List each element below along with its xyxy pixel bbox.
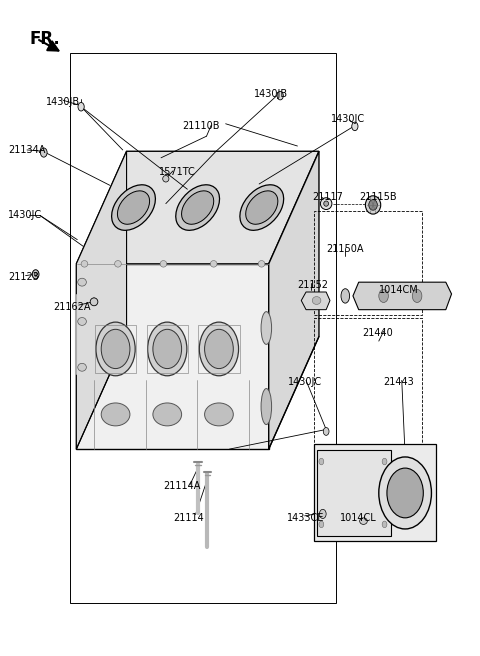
Ellipse shape	[352, 122, 358, 131]
Ellipse shape	[324, 201, 328, 206]
Ellipse shape	[153, 403, 181, 426]
Bar	[147, 325, 188, 373]
Ellipse shape	[204, 329, 233, 369]
Ellipse shape	[90, 298, 98, 306]
Ellipse shape	[78, 102, 84, 111]
Ellipse shape	[277, 91, 283, 100]
Ellipse shape	[118, 191, 150, 224]
Polygon shape	[76, 264, 269, 449]
Ellipse shape	[153, 329, 181, 369]
Ellipse shape	[379, 457, 432, 529]
Ellipse shape	[323, 428, 329, 436]
Ellipse shape	[181, 191, 214, 224]
Text: 1014CM: 1014CM	[379, 285, 419, 295]
Ellipse shape	[148, 322, 187, 376]
Text: 1430JC: 1430JC	[8, 211, 42, 220]
Text: 1430JC: 1430JC	[331, 113, 365, 123]
Ellipse shape	[320, 509, 326, 518]
Bar	[95, 325, 136, 373]
Text: 21117: 21117	[312, 192, 343, 202]
Text: 21114: 21114	[173, 513, 204, 523]
Ellipse shape	[360, 518, 367, 524]
Ellipse shape	[101, 329, 130, 369]
Ellipse shape	[210, 260, 217, 267]
Polygon shape	[76, 152, 319, 264]
Text: 1430JB: 1430JB	[254, 89, 288, 98]
Ellipse shape	[81, 260, 88, 267]
Text: 21440: 21440	[362, 328, 393, 338]
Ellipse shape	[261, 312, 272, 344]
Ellipse shape	[321, 197, 332, 209]
Text: 1430JB: 1430JB	[46, 97, 80, 107]
Polygon shape	[353, 282, 452, 310]
Ellipse shape	[312, 297, 321, 304]
Ellipse shape	[96, 322, 135, 376]
Ellipse shape	[78, 278, 86, 286]
Text: FR.: FR.	[29, 30, 60, 48]
Ellipse shape	[34, 272, 37, 276]
Ellipse shape	[32, 270, 39, 279]
Text: 1014CL: 1014CL	[339, 513, 376, 523]
Ellipse shape	[160, 260, 167, 267]
Ellipse shape	[261, 388, 272, 424]
Ellipse shape	[199, 322, 239, 376]
Bar	[314, 318, 422, 449]
Bar	[314, 444, 436, 541]
Ellipse shape	[112, 185, 156, 230]
Ellipse shape	[240, 185, 284, 230]
Ellipse shape	[341, 289, 349, 303]
Ellipse shape	[382, 521, 387, 527]
Polygon shape	[301, 292, 330, 310]
Polygon shape	[76, 152, 127, 449]
Bar	[317, 450, 391, 536]
Text: 21162A: 21162A	[53, 302, 91, 312]
Ellipse shape	[387, 468, 423, 518]
Text: 21110B: 21110B	[182, 121, 220, 131]
Text: 21150A: 21150A	[326, 245, 364, 255]
Ellipse shape	[412, 289, 422, 302]
Ellipse shape	[163, 175, 169, 182]
Ellipse shape	[319, 459, 324, 465]
Ellipse shape	[78, 363, 86, 371]
Ellipse shape	[78, 318, 86, 325]
Text: 1430JC: 1430JC	[288, 377, 322, 386]
Text: 21115B: 21115B	[360, 192, 397, 202]
Bar	[314, 211, 422, 315]
Ellipse shape	[369, 199, 377, 210]
Ellipse shape	[382, 459, 387, 465]
Text: 21134A: 21134A	[8, 145, 45, 155]
Ellipse shape	[379, 289, 388, 302]
Text: 21152: 21152	[298, 281, 328, 291]
Ellipse shape	[365, 195, 381, 214]
Text: 1433CE: 1433CE	[287, 513, 324, 523]
Ellipse shape	[115, 260, 121, 267]
Ellipse shape	[246, 191, 278, 224]
Ellipse shape	[204, 403, 233, 426]
Bar	[70, 53, 336, 603]
Text: 21123: 21123	[8, 272, 39, 282]
Ellipse shape	[40, 148, 47, 157]
Ellipse shape	[319, 521, 324, 527]
Text: 21443: 21443	[384, 377, 414, 386]
Ellipse shape	[258, 260, 265, 267]
Ellipse shape	[176, 185, 219, 230]
Polygon shape	[269, 152, 319, 449]
Text: 21114A: 21114A	[163, 482, 201, 491]
Text: 1571TC: 1571TC	[158, 167, 195, 177]
Bar	[198, 325, 240, 373]
Ellipse shape	[101, 403, 130, 426]
